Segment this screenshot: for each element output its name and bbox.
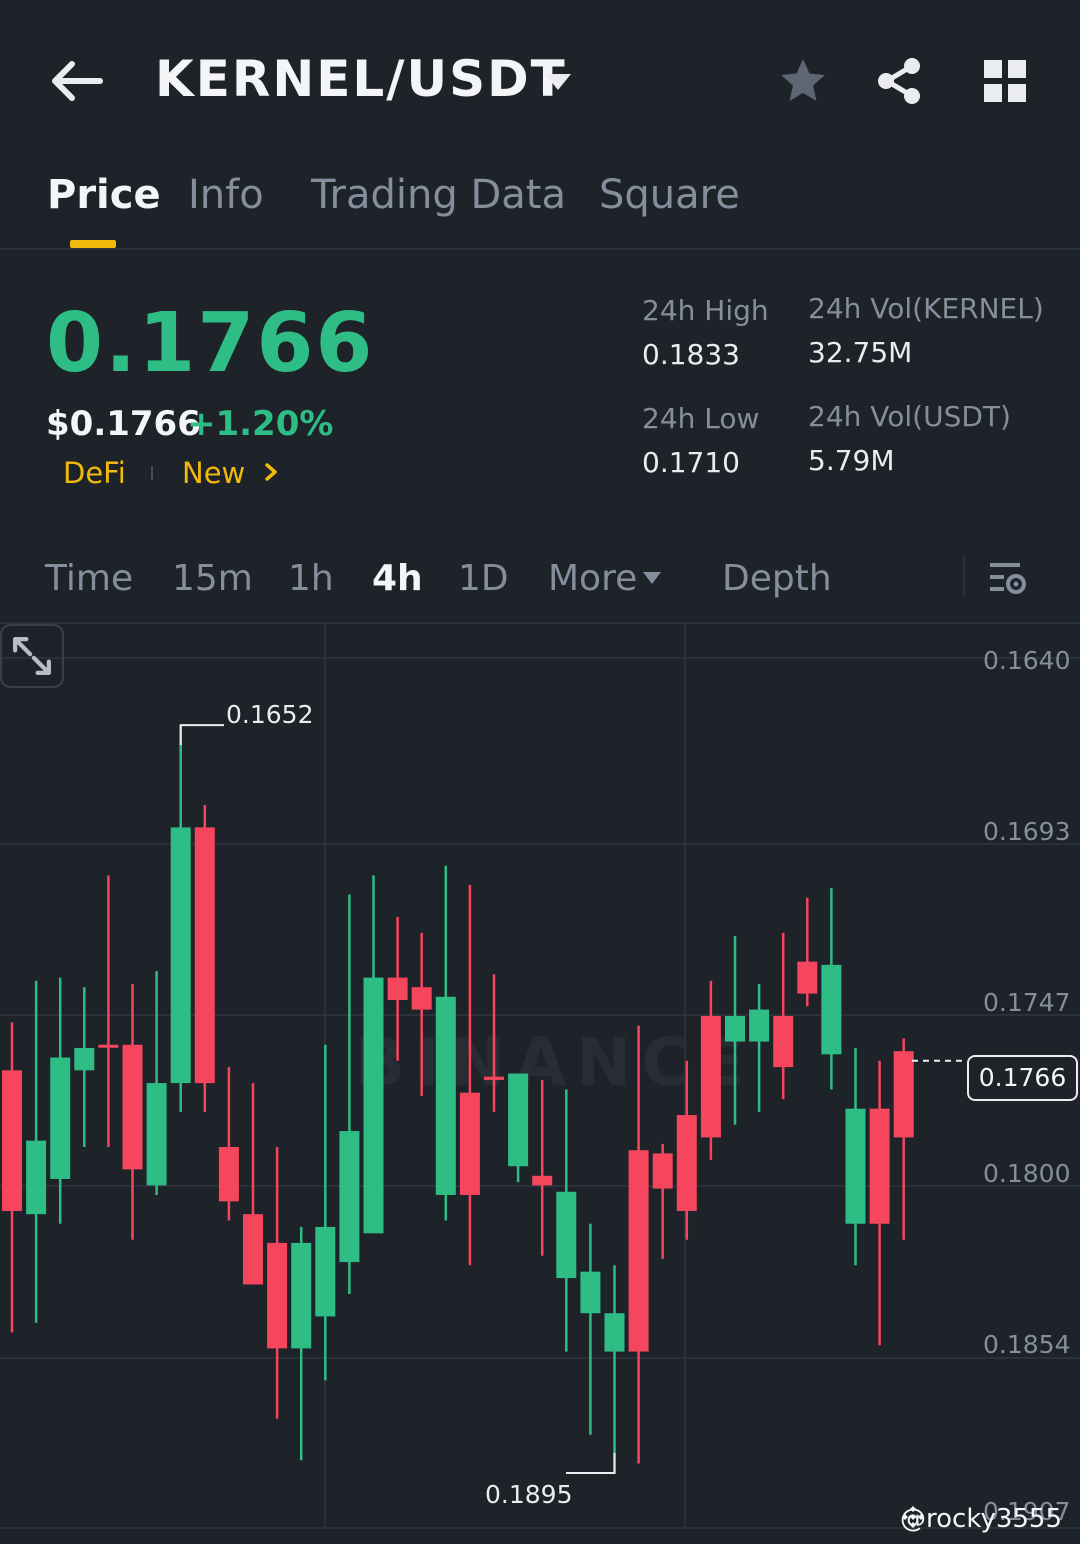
candle-body <box>435 996 456 1195</box>
candle-body <box>484 1076 504 1080</box>
candle-body <box>170 827 191 1084</box>
candle-body <box>845 1108 866 1224</box>
candle-body <box>893 1051 914 1138</box>
candle-body <box>243 1214 263 1285</box>
vol-base-label: 24h Vol(KERNEL) <box>808 292 1044 325</box>
star-icon[interactable] <box>778 56 828 106</box>
interval-1d[interactable]: 1D <box>458 558 509 599</box>
candle-body <box>146 1083 167 1186</box>
chart-settings-icon[interactable] <box>988 560 1028 598</box>
high-24h-label: 24h High <box>642 294 769 327</box>
share-icon[interactable] <box>874 56 924 106</box>
tab-info[interactable]: Info <box>188 172 264 218</box>
max-price-label: 0.1652 <box>226 700 314 729</box>
top-bar: KERNEL/USDT <box>0 0 1080 160</box>
candlestick-chart[interactable]: BINANCE 0.1640 0.1693 0.1747 0.1800 0.18… <box>0 624 1080 1544</box>
tag-defi[interactable]: DeFi <box>63 456 126 490</box>
attribution-text: @rocky3555 <box>900 1504 1063 1534</box>
expand-icon[interactable] <box>0 624 64 688</box>
candle-body <box>122 1044 143 1170</box>
candle-body <box>532 1175 553 1186</box>
candle-body <box>797 961 818 994</box>
candle-body <box>26 1140 47 1215</box>
interval-15m[interactable]: 15m <box>172 558 253 599</box>
candle-body <box>363 977 384 1234</box>
candle-body <box>291 1242 312 1349</box>
chart-top-divider <box>0 622 1080 624</box>
candle-body <box>50 1057 71 1179</box>
vol-quote-label: 24h Vol(USDT) <box>808 400 1011 433</box>
interval-divider <box>963 556 965 596</box>
binance-logo-icon <box>902 1506 924 1528</box>
candle-body <box>773 1015 794 1068</box>
back-arrow-icon[interactable] <box>48 56 104 106</box>
last-price: 0.1766 <box>46 296 375 391</box>
candle-body <box>387 977 408 1000</box>
tab-bar: Price Info Trading Data Square <box>0 160 1080 250</box>
candle-body <box>869 1108 890 1224</box>
candle-body <box>604 1313 625 1352</box>
interval-time[interactable]: Time <box>45 558 134 599</box>
candle-body <box>700 1015 721 1138</box>
candle-body <box>74 1047 95 1071</box>
interval-4h[interactable]: 4h <box>372 558 423 599</box>
y-tick-label: 0.1747 <box>983 988 1071 1017</box>
candle-body <box>459 1092 480 1195</box>
high-24h-value: 0.1833 <box>642 338 740 371</box>
candle-body <box>339 1131 360 1263</box>
candle-body <box>580 1271 601 1314</box>
candle-body <box>821 964 842 1055</box>
candle-body <box>508 1073 529 1167</box>
candle-body <box>725 1015 745 1042</box>
price-change-percent: +1.20% <box>187 404 334 444</box>
y-tick-label: 0.1800 <box>983 1159 1071 1188</box>
min-callout-line <box>566 1453 616 1475</box>
attribution: @rocky3555 <box>900 1504 1062 1534</box>
tab-trading-data[interactable]: Trading Data <box>311 172 566 218</box>
y-tick-label: 0.1640 <box>983 646 1071 675</box>
caret-down-icon[interactable] <box>642 570 662 586</box>
grid-icon[interactable] <box>982 58 1028 104</box>
vol-quote-value: 5.79M <box>808 444 895 477</box>
candle-body <box>315 1226 336 1317</box>
tag-new[interactable]: New <box>182 456 246 490</box>
candle-body <box>194 827 215 1084</box>
tab-price[interactable]: Price <box>47 172 161 218</box>
candle-body <box>628 1150 649 1352</box>
tab-active-indicator <box>70 240 116 248</box>
caret-down-icon[interactable] <box>543 70 573 94</box>
interval-depth[interactable]: Depth <box>722 558 832 599</box>
max-callout-line <box>179 724 224 746</box>
candle-body <box>267 1242 288 1349</box>
candle-body <box>749 1009 770 1042</box>
chart-watermark: BINANCE <box>355 1024 755 1101</box>
tab-square[interactable]: Square <box>599 172 740 218</box>
pair-title[interactable]: KERNEL/USDT <box>155 50 567 108</box>
low-24h-label: 24h Low <box>642 402 760 435</box>
vol-base-value: 32.75M <box>808 336 913 369</box>
interval-1h[interactable]: 1h <box>288 558 334 599</box>
min-price-label: 0.1895 <box>485 1480 573 1509</box>
chart-canvas[interactable] <box>0 624 1080 1544</box>
candle-body <box>676 1115 697 1211</box>
candle-body <box>652 1153 673 1189</box>
usd-price: $0.1766 <box>46 404 201 444</box>
chevron-right-icon[interactable] <box>262 462 280 482</box>
y-tick-label: 0.1907 <box>983 1497 1071 1526</box>
candle-body <box>411 987 432 1010</box>
y-tick-label: 0.1693 <box>983 817 1071 846</box>
low-24h-value: 0.1710 <box>642 446 740 479</box>
y-tick-label: 0.1854 <box>983 1330 1071 1359</box>
candle-body <box>98 1044 119 1048</box>
tag-divider <box>151 466 153 480</box>
candle-body <box>2 1070 22 1211</box>
candle-body <box>556 1191 577 1279</box>
interval-more[interactable]: More <box>548 558 638 599</box>
last-price-marker: 0.1766 <box>967 1055 1078 1101</box>
candle-body <box>218 1147 239 1202</box>
